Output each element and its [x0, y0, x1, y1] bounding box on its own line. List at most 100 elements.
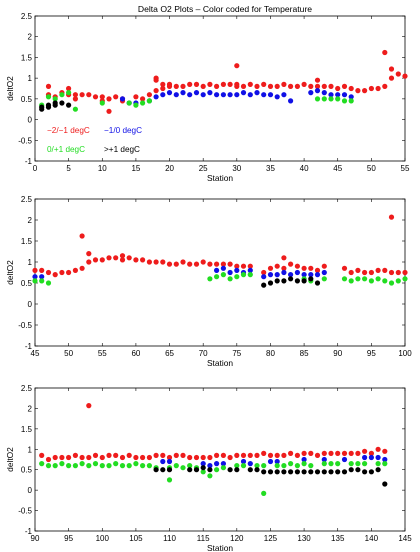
data-point-red — [66, 85, 72, 92]
data-point-green — [294, 463, 300, 469]
data-point-blue — [288, 98, 294, 104]
data-point-red — [166, 261, 173, 267]
x-tick-label: 100 — [96, 534, 110, 543]
data-point-red — [301, 81, 307, 87]
data-point-red — [288, 83, 294, 89]
data-point-black — [308, 276, 314, 282]
data-point-red — [86, 259, 92, 265]
data-point-red — [227, 454, 233, 461]
data-point-blue — [227, 92, 233, 98]
data-point-blue — [234, 92, 240, 98]
data-point-green — [180, 465, 186, 471]
y-tick-label: 1.5 — [21, 53, 33, 62]
data-point-red — [72, 267, 78, 273]
y-tick-label: 1.5 — [21, 237, 33, 246]
data-point-blue — [214, 461, 220, 467]
x-tick-label: 100 — [398, 349, 412, 358]
data-point-red — [341, 83, 348, 89]
data-point-green — [335, 461, 341, 467]
data-point-green — [234, 274, 240, 280]
plot-area — [34, 387, 406, 532]
data-point-green — [362, 276, 368, 282]
data-point-blue — [267, 92, 274, 98]
data-point-black — [328, 469, 334, 475]
data-point-blue — [220, 461, 226, 467]
data-point-red — [301, 265, 307, 271]
data-point-green — [382, 278, 388, 284]
data-point-red — [180, 259, 186, 265]
x-tick-label: 20 — [165, 164, 174, 173]
data-point-red — [274, 263, 280, 269]
legend-entry-green: 0/+1 degC — [47, 145, 85, 154]
data-point-green — [362, 461, 368, 467]
data-point-black — [288, 469, 294, 475]
y-tick-label: 0.5 — [21, 279, 33, 288]
data-point-red — [180, 83, 186, 89]
data-point-blue — [274, 94, 280, 100]
data-point-black — [274, 278, 280, 284]
data-point-red — [341, 265, 348, 271]
data-point-red — [247, 81, 253, 87]
x-tick-label: 120 — [230, 534, 244, 543]
data-point-blue — [335, 92, 341, 98]
data-point-green — [59, 461, 65, 467]
data-point-blue — [227, 269, 233, 276]
y-axis-label: deltO2 — [5, 447, 15, 472]
y-tick-label: 2 — [28, 33, 33, 42]
data-point-red — [106, 255, 112, 261]
data-point-green — [126, 463, 132, 469]
data-point-black — [261, 282, 267, 288]
data-point-red — [214, 261, 220, 267]
data-point-green — [133, 102, 139, 108]
data-point-blue — [166, 90, 173, 96]
data-point-blue — [375, 454, 381, 461]
data-point-red — [382, 267, 388, 273]
data-point-red — [66, 454, 72, 461]
data-point-red — [301, 450, 307, 456]
data-point-blue — [247, 92, 253, 98]
data-point-green — [240, 463, 247, 469]
data-point-green — [72, 106, 78, 112]
data-point-red — [59, 269, 65, 276]
data-point-black — [355, 467, 361, 473]
data-point-red — [388, 75, 395, 81]
data-point-green — [328, 96, 334, 102]
data-point-black — [274, 469, 280, 475]
data-point-green — [227, 276, 233, 282]
data-point-green — [321, 461, 327, 467]
data-point-black — [348, 467, 354, 473]
data-point-red — [173, 261, 179, 267]
data-point-green — [261, 490, 267, 496]
x-tick-label: 50 — [367, 164, 376, 173]
data-point-blue — [301, 272, 307, 278]
data-point-green — [86, 463, 92, 469]
data-point-red — [39, 267, 45, 273]
x-tick-label: 30 — [232, 164, 241, 173]
data-point-blue — [173, 92, 179, 98]
data-point-red — [294, 83, 300, 89]
data-point-black — [281, 278, 287, 284]
y-tick-label: 1 — [28, 258, 33, 267]
data-point-red — [187, 454, 193, 461]
data-point-blue — [261, 92, 267, 98]
data-point-red — [288, 261, 294, 267]
data-point-red — [348, 269, 354, 276]
data-point-blue — [308, 90, 314, 96]
data-point-red — [140, 257, 146, 263]
y-tick-label: 0 — [28, 300, 33, 309]
data-point-black — [341, 469, 348, 475]
data-point-black — [187, 467, 193, 473]
y-tick-label: -0.5 — [18, 321, 32, 330]
data-point-red — [86, 454, 92, 461]
data-point-green — [308, 463, 314, 469]
legend-entry-red: −2/−1 degC — [47, 126, 90, 135]
data-point-red — [92, 94, 99, 100]
x-tick-label: 35 — [266, 164, 275, 173]
data-point-red — [335, 85, 341, 92]
data-point-red — [79, 233, 85, 239]
data-point-red — [220, 81, 226, 87]
data-point-red — [335, 450, 341, 456]
data-point-red — [113, 255, 119, 261]
x-tick-label: 80 — [266, 349, 275, 358]
data-point-green — [388, 280, 395, 286]
